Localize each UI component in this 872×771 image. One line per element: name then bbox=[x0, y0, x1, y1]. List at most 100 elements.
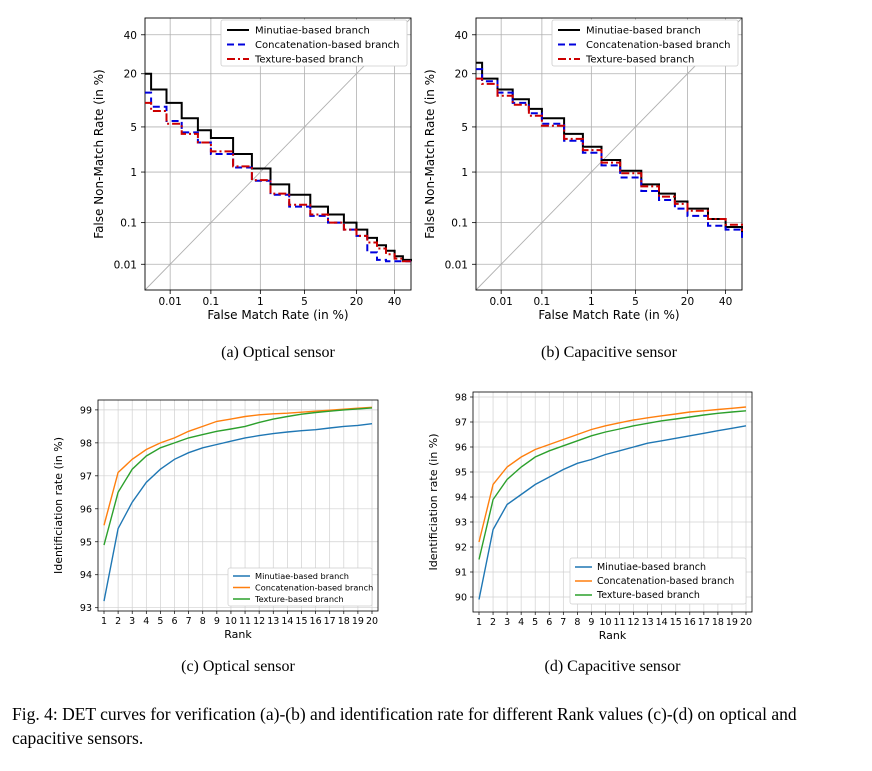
rank-optical-y-tick-label: 98 bbox=[80, 438, 92, 449]
rank-optical-y-tick-label: 93 bbox=[80, 603, 92, 614]
rank-optical-x-tick-label: 8 bbox=[200, 616, 206, 627]
rank-optical-y-tick-label: 94 bbox=[80, 570, 92, 581]
rank-capacitive-legend-label-2: Texture-based branch bbox=[596, 590, 700, 601]
det-capacitive-x-tick-label: 1 bbox=[588, 296, 595, 308]
rank-capacitive-x-tick-label: 15 bbox=[670, 617, 682, 628]
rank-optical-y-tick-label: 95 bbox=[80, 537, 92, 548]
rank-capacitive-x-tick-label: 19 bbox=[726, 617, 738, 628]
figure-caption: Fig. 4: DET curves for verification (a)-… bbox=[12, 704, 797, 748]
det-optical-y-tick-label: 40 bbox=[124, 30, 137, 42]
rank-optical-series-line-1 bbox=[103, 406, 373, 526]
rank-optical-x-tick-label: 18 bbox=[338, 616, 350, 627]
rank-capacitive-x-tick-label: 8 bbox=[574, 617, 580, 628]
rank-optical-x-tick-label: 6 bbox=[172, 616, 178, 627]
det-capacitive-y-tick-label: 0.1 bbox=[451, 218, 468, 230]
det-optical-series-line-0 bbox=[145, 72, 412, 262]
det-optical-y-tick-label: 0.01 bbox=[114, 259, 137, 271]
rank-optical-series-line-0 bbox=[103, 423, 373, 602]
rank-capacitive-y-tick-label: 92 bbox=[455, 543, 467, 554]
rank-capacitive-x-tick-label: 9 bbox=[588, 617, 594, 628]
rank-optical-x-tick-label: 11 bbox=[239, 616, 251, 627]
det-capacitive-series-line-1 bbox=[476, 68, 743, 238]
det-capacitive-legend-label-2: Texture-based branch bbox=[585, 55, 694, 66]
det-optical-x-tick-label: 1 bbox=[257, 296, 264, 308]
rank-optical-y-tick-label: 99 bbox=[80, 405, 92, 416]
rank-optical-legend-box bbox=[227, 567, 373, 607]
det-capacitive-x-tick-label: 0.1 bbox=[534, 296, 551, 308]
det-capacitive-plot-frame bbox=[475, 17, 743, 291]
rank-optical-legend-label-1: Concatenation-based branch bbox=[255, 583, 373, 593]
det-capacitive-series-line-0 bbox=[476, 61, 743, 233]
rank-capacitive-y-tick-label: 93 bbox=[455, 518, 467, 529]
det-capacitive-x-axis-label: False Match Rate (in %) bbox=[538, 308, 679, 322]
det-capacitive-x-tick-label: 5 bbox=[632, 296, 639, 308]
rank-optical-series-line-2 bbox=[103, 407, 373, 546]
rank-capacitive-y-tick-label: 95 bbox=[455, 468, 467, 479]
rank-optical-x-tick-label: 9 bbox=[214, 616, 220, 627]
rank-capacitive-x-tick-label: 1 bbox=[476, 617, 482, 628]
det-capacitive-y-tick-label: 0.01 bbox=[445, 259, 468, 271]
rank-optical-plot-frame bbox=[97, 399, 379, 612]
det-optical-y-tick-label: 5 bbox=[130, 122, 137, 134]
rank-capacitive-x-tick-label: 14 bbox=[656, 617, 668, 628]
rank-capacitive-y-tick-label: 96 bbox=[455, 443, 467, 454]
rank-capacitive-x-tick-label: 11 bbox=[613, 617, 625, 628]
det-capacitive-x-tick-label: 20 bbox=[681, 296, 694, 308]
rank-optical-x-tick-label: 5 bbox=[157, 616, 163, 627]
rank-capacitive-x-tick-label: 6 bbox=[546, 617, 552, 628]
det-optical-legend-box bbox=[220, 19, 408, 67]
det-optical-x-tick-label: 0.01 bbox=[158, 296, 181, 308]
det-optical-x-tick-label: 20 bbox=[350, 296, 363, 308]
rank-optical-x-tick-label: 12 bbox=[253, 616, 265, 627]
rank-optical-x-tick-label: 13 bbox=[267, 616, 279, 627]
rank-optical-x-tick-label: 19 bbox=[352, 616, 364, 627]
rank-capacitive-x-tick-label: 3 bbox=[504, 617, 510, 628]
rank-optical-x-tick-label: 10 bbox=[225, 616, 237, 627]
det-optical-x-tick-label: 40 bbox=[388, 296, 401, 308]
rank-optical-legend-label-0: Minutiae-based branch bbox=[255, 571, 349, 581]
rank-capacitive-series-line-0 bbox=[478, 425, 747, 600]
det-capacitive-y-tick-label: 1 bbox=[461, 167, 468, 179]
rank-capacitive-x-tick-label: 12 bbox=[628, 617, 640, 628]
rank-capacitive-x-tick-label: 18 bbox=[712, 617, 724, 628]
rank-capacitive-x-tick-label: 4 bbox=[518, 617, 524, 628]
det-optical-y-tick-label: 0.1 bbox=[120, 218, 137, 230]
rank-optical-y-axis-label: Identificiation rate (in %) bbox=[52, 437, 65, 574]
rank-optical-x-tick-label: 16 bbox=[310, 616, 322, 627]
det-optical-y-tick-label: 1 bbox=[130, 167, 137, 179]
det-optical-plot-frame bbox=[144, 17, 412, 291]
rank-optical-x-tick-label: 4 bbox=[143, 616, 149, 627]
rank-capacitive-series-line-2 bbox=[478, 410, 747, 560]
det-capacitive-y-axis-label: False Non-Match Rate (in %) bbox=[423, 69, 437, 238]
rank-optical-legend-label-2: Texture-based branch bbox=[254, 594, 344, 604]
rank-capacitive-x-tick-label: 17 bbox=[698, 617, 710, 628]
det-optical-y-tick-label: 20 bbox=[124, 69, 137, 81]
rank-capacitive-y-tick-label: 98 bbox=[455, 393, 467, 404]
rank-capacitive-y-axis-label: Identificiation rate (in %) bbox=[427, 433, 440, 570]
det-optical-x-tick-label: 0.1 bbox=[203, 296, 220, 308]
rank-optical-x-tick-label: 20 bbox=[366, 616, 378, 627]
det-optical-series-line-2 bbox=[145, 101, 411, 263]
det-capacitive-series-line-2 bbox=[476, 77, 743, 231]
rank-capacitive-x-tick-label: 13 bbox=[642, 617, 654, 628]
rank-optical-x-tick-label: 7 bbox=[186, 616, 192, 627]
det-optical-x-axis-label: False Match Rate (in %) bbox=[207, 308, 348, 322]
det-capacitive-y-tick-label: 5 bbox=[461, 122, 468, 134]
rank-capacitive-y-tick-label: 97 bbox=[455, 418, 467, 429]
rank-capacitive-x-tick-label: 20 bbox=[740, 617, 752, 628]
rank-capacitive-y-tick-label: 91 bbox=[455, 568, 467, 579]
rank-capacitive-x-tick-label: 2 bbox=[490, 617, 496, 628]
det-optical-subtitle: (a) Optical sensor bbox=[221, 344, 335, 361]
rank-optical-y-tick-label: 96 bbox=[80, 504, 92, 515]
det-capacitive-legend-label-0: Minutiae-based branch bbox=[586, 26, 701, 37]
det-optical-x-tick-label: 5 bbox=[301, 296, 308, 308]
rank-capacitive-x-axis-label: Rank bbox=[599, 629, 627, 642]
det-capacitive-legend-box bbox=[551, 19, 739, 67]
det-capacitive-y-tick-label: 40 bbox=[455, 30, 468, 42]
det-capacitive-y-tick-label: 20 bbox=[455, 69, 468, 81]
rank-optical-subtitle: (c) Optical sensor bbox=[181, 658, 295, 675]
det-optical-legend-label-1: Concatenation-based branch bbox=[255, 40, 400, 51]
rank-capacitive-series-line-1 bbox=[478, 406, 747, 543]
rank-capacitive-x-tick-label: 16 bbox=[684, 617, 696, 628]
